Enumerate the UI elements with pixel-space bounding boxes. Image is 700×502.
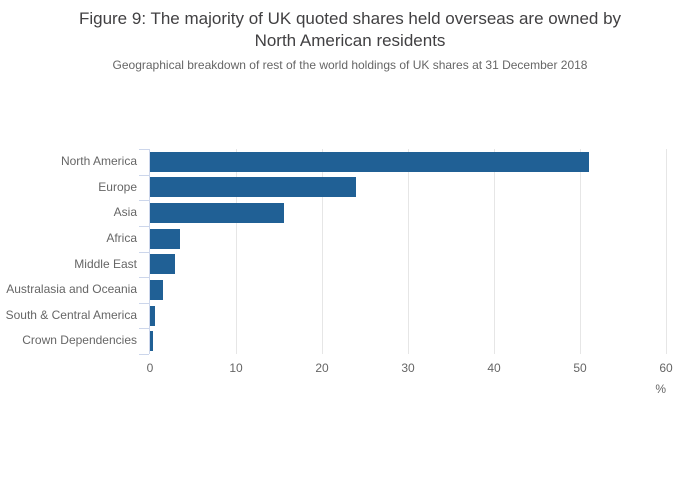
category-label-australasia-and-oceania: Australasia and Oceania [6, 282, 137, 297]
x-tick-label-40: 40 [487, 361, 501, 375]
gridline-30 [408, 149, 409, 354]
bar-crown-dependencies[interactable] [150, 331, 153, 352]
bar-middle-east[interactable] [150, 254, 175, 275]
category-axis-tick [139, 328, 149, 329]
x-tick-label-30: 30 [401, 361, 415, 375]
category-axis-tick [139, 277, 149, 278]
gridline-10 [236, 149, 237, 354]
category-axis-labels: North America Europe Asia Africa Middle East… [0, 149, 137, 354]
x-tick-label-50: 50 [573, 361, 587, 375]
bar-north-america[interactable] [150, 151, 589, 172]
chart-title: Figure 9: The majority of UK quoted shar… [0, 8, 700, 52]
category-label-middle-east: Middle East [74, 256, 137, 271]
bar-europe[interactable] [150, 177, 356, 198]
category-label-europe: Europe [98, 179, 137, 194]
chart-title-line1: Figure 9: The majority of UK quoted shar… [78, 9, 622, 28]
x-tick-label-0: 0 [146, 361, 154, 375]
category-label-south-central-america: South & Central America [5, 307, 137, 322]
x-tick-label-10: 10 [229, 361, 243, 375]
chart-title-line2: North American residents [254, 31, 446, 50]
category-axis-tick [139, 354, 149, 355]
category-label-crown-dependencies: Crown Dependencies [22, 333, 137, 348]
bar-africa[interactable] [150, 228, 180, 249]
category-label-africa: Africa [106, 230, 137, 245]
gridline-60 [666, 149, 667, 354]
category-axis-tick [139, 226, 149, 227]
x-axis-title: % [655, 382, 666, 396]
category-axis-tick [139, 200, 149, 201]
category-axis-tick [139, 252, 149, 253]
x-tick-label-60: 60 [659, 361, 673, 375]
plot-area [139, 149, 667, 355]
x-tick-label-20: 20 [315, 361, 329, 375]
gridline-40 [494, 149, 495, 354]
bar-australasia-and-oceania[interactable] [150, 279, 163, 300]
gridline-50 [580, 149, 581, 354]
bar-south-central-america[interactable] [150, 305, 155, 326]
category-label-asia: Asia [113, 205, 137, 220]
chart-subtitle: Geographical breakdown of rest of the wo… [112, 58, 588, 72]
bar-asia[interactable] [150, 203, 284, 224]
category-axis-line [149, 149, 150, 354]
category-axis-tick [139, 149, 149, 150]
gridline-20 [322, 149, 323, 354]
category-label-north-america: North America [60, 154, 137, 168]
category-axis-tick [139, 303, 149, 304]
category-axis-tick [139, 175, 149, 176]
